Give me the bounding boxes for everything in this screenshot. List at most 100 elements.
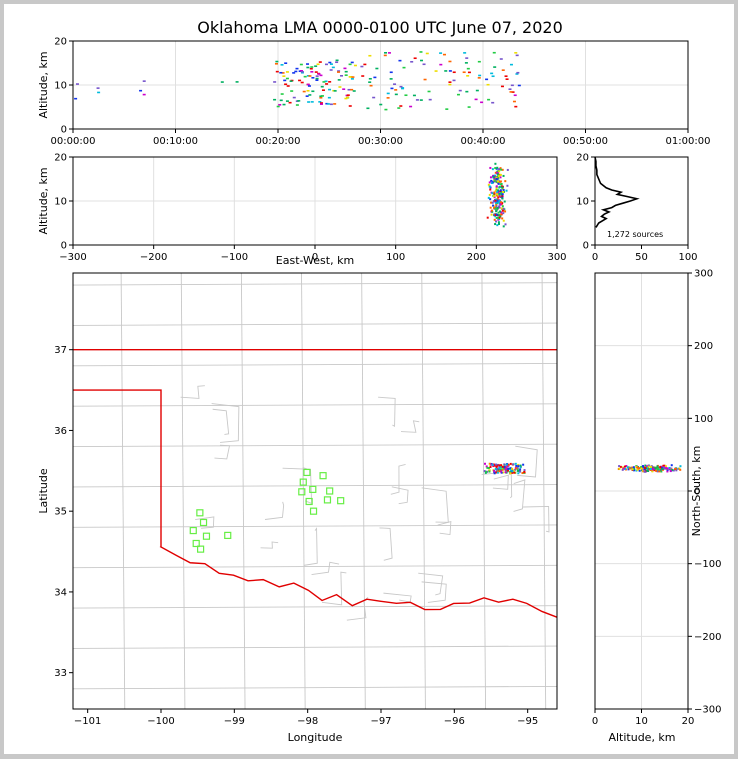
- source-point: [678, 467, 681, 470]
- source-point: [493, 213, 496, 216]
- source-point: [329, 69, 333, 71]
- source-point: [489, 206, 492, 209]
- source-point: [322, 81, 326, 83]
- county-line: [72, 605, 558, 609]
- source-point: [344, 74, 348, 76]
- source-point: [500, 168, 503, 171]
- county-line: [72, 403, 558, 407]
- county-line: [72, 564, 558, 569]
- source-point: [444, 70, 448, 72]
- source-point: [402, 66, 406, 69]
- source-point: [651, 468, 654, 471]
- source-point: [504, 471, 507, 474]
- east-west-sources: [486, 162, 509, 228]
- source-point: [462, 71, 466, 74]
- source-point: [422, 63, 426, 66]
- source-point: [494, 215, 497, 218]
- lma-station-marker: [197, 545, 205, 553]
- source-point: [495, 213, 498, 216]
- x-tick-label: 10: [635, 716, 648, 727]
- source-point: [497, 205, 500, 208]
- lma-station-marker: [309, 507, 318, 515]
- source-point: [512, 100, 516, 103]
- source-point: [493, 192, 496, 195]
- source-point: [500, 201, 503, 204]
- county-line: [390, 464, 406, 495]
- source-point: [286, 85, 290, 87]
- source-point: [489, 463, 492, 466]
- source-point: [497, 201, 500, 204]
- source-point: [458, 89, 462, 92]
- source-point: [647, 467, 650, 470]
- source-point: [502, 471, 505, 474]
- source-point: [353, 64, 357, 67]
- x-tick-label: −99: [224, 716, 245, 727]
- source-point: [300, 70, 304, 73]
- source-point: [409, 105, 413, 108]
- source-point: [439, 63, 443, 66]
- county-line: [299, 467, 307, 487]
- source-point: [494, 207, 497, 210]
- x-tick-label: 20: [682, 716, 695, 727]
- source-point: [631, 466, 634, 469]
- plan-view-panel: −101 −100 −99 −98 −97 −96 −95 33 34 35 36 37 Longi…: [37, 272, 558, 744]
- x-tick-label: −100: [147, 716, 174, 727]
- source-point: [295, 67, 299, 70]
- source-point: [521, 472, 524, 475]
- source-point: [379, 103, 383, 106]
- source-point: [658, 470, 661, 473]
- source-point: [509, 467, 512, 470]
- source-point: [394, 89, 398, 91]
- source-point: [642, 467, 645, 470]
- lma-station-marker: [337, 497, 345, 505]
- source-point: [508, 467, 511, 470]
- source-point: [308, 75, 312, 77]
- county-line: [301, 272, 306, 710]
- y-tick-label: 200: [694, 341, 713, 352]
- source-point: [500, 191, 503, 194]
- east-west-xticks: −300 −200 −100 0 100 200 300: [59, 245, 567, 263]
- source-point: [343, 67, 347, 70]
- source-point: [350, 61, 354, 64]
- source-point: [350, 78, 354, 80]
- x-tick-label: 00:30:00: [358, 136, 403, 147]
- source-point: [275, 70, 279, 73]
- source-point: [509, 472, 512, 475]
- north-south-yticks: −300 −200 −100 0 100 200 300: [688, 269, 721, 716]
- source-point: [642, 465, 645, 468]
- source-point: [498, 465, 501, 468]
- source-point: [512, 469, 515, 472]
- source-point: [489, 176, 492, 179]
- source-point: [619, 465, 622, 468]
- source-point: [498, 464, 501, 467]
- source-point: [497, 211, 500, 214]
- source-point: [495, 205, 498, 208]
- source-point: [669, 470, 672, 473]
- source-point: [513, 471, 516, 474]
- source-point: [516, 468, 519, 471]
- source-point: [500, 207, 503, 210]
- source-point: [516, 71, 520, 74]
- source-point: [306, 83, 310, 86]
- source-point: [337, 70, 341, 72]
- source-point: [647, 465, 650, 468]
- source-point: [498, 206, 501, 209]
- source-point: [273, 98, 277, 101]
- source-point: [505, 189, 508, 192]
- north-south-sources: [617, 464, 682, 473]
- source-point: [495, 204, 498, 207]
- source-point: [311, 90, 315, 93]
- source-point: [275, 60, 279, 63]
- source-point: [523, 470, 526, 473]
- source-point: [368, 77, 372, 80]
- source-point: [344, 70, 348, 73]
- source-point: [397, 107, 401, 109]
- source-point: [662, 464, 665, 467]
- source-point: [289, 80, 293, 82]
- source-point: [489, 166, 492, 169]
- source-point: [483, 470, 486, 473]
- source-point: [638, 469, 641, 472]
- altitude-histogram-xticks: 0 50 100: [592, 245, 698, 263]
- source-point: [494, 171, 497, 174]
- lma-station-marker: [192, 539, 200, 548]
